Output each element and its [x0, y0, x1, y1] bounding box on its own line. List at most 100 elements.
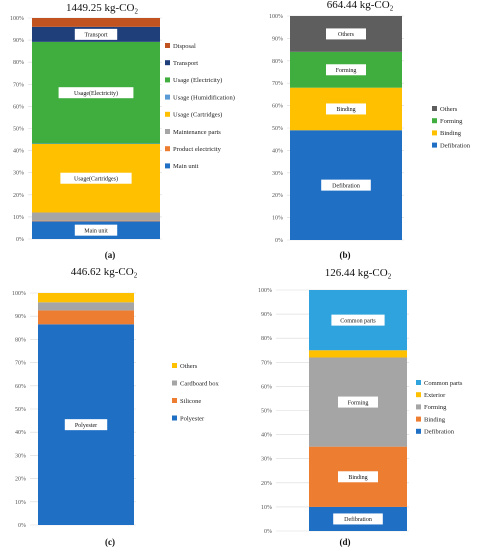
- data-label: Binding: [348, 475, 367, 481]
- y-tick-label: 40%: [13, 149, 24, 155]
- legend-swatch: [165, 111, 170, 117]
- data-label-box: [326, 103, 366, 115]
- y-tick-label: 20%: [272, 193, 283, 199]
- y-tick-label: 40%: [15, 430, 26, 436]
- legend-label: Usage (Electricity): [173, 77, 222, 84]
- y-tick-label: 40%: [261, 433, 272, 439]
- bar-segment-exterior: [309, 350, 407, 358]
- data-label-box: [338, 396, 378, 408]
- y-tick-label: 90%: [15, 314, 26, 320]
- legend-swatch: [432, 118, 437, 124]
- legend-swatch: [416, 404, 421, 410]
- legend-swatch: [432, 106, 437, 111]
- data-label: Main unit: [84, 228, 108, 234]
- legend-swatch: [172, 415, 177, 421]
- y-tick-label: 30%: [261, 457, 272, 463]
- chart-title: 446.62 kg-CO2: [71, 266, 138, 280]
- y-tick-label: 60%: [261, 384, 272, 390]
- legend-label: Exterior: [424, 392, 446, 399]
- chart-title: 664.44 kg-CO2: [327, 0, 394, 13]
- data-label: Polyester: [75, 423, 97, 429]
- bar-segment-others: [38, 293, 134, 303]
- y-tick-label: 100%: [12, 291, 26, 297]
- y-tick-label: 100%: [258, 288, 272, 294]
- bar-segment-silicone: [38, 310, 134, 325]
- legend-label: Usage (Humidification): [173, 94, 235, 101]
- y-tick-label: 0%: [18, 523, 26, 529]
- y-tick-label: 90%: [13, 38, 24, 44]
- data-label: Common parts: [340, 318, 376, 324]
- legend-label: Polyester: [180, 415, 205, 422]
- y-tick-label: 100%: [269, 14, 283, 20]
- data-label: Others: [338, 32, 355, 38]
- panel-tag: (d): [340, 537, 351, 547]
- legend-label: Common parts: [424, 380, 463, 387]
- legend-swatch: [432, 130, 437, 136]
- chart-panel-4: 0% 10% 20% 30% 40% 50% 60% 70% 80% 90% 100% Defibra…: [258, 288, 463, 547]
- y-tick-label: 10%: [13, 215, 24, 221]
- legend-label: Maintenance parts: [173, 129, 221, 136]
- y-tick-label: 30%: [272, 171, 283, 177]
- legend-swatch: [416, 428, 421, 434]
- legend-swatch: [165, 146, 170, 152]
- y-tick-label: 50%: [261, 409, 272, 415]
- data-label-box: [60, 172, 132, 184]
- legend-label: Product electricity: [173, 146, 222, 153]
- y-tick-label: 70%: [13, 82, 24, 88]
- bar-segment-disposal: [32, 18, 160, 27]
- data-label-box: [74, 224, 118, 236]
- chart-title: 1449.25 kg-CO2: [66, 2, 138, 16]
- legend-label: Others: [180, 363, 198, 370]
- data-label: Defibration: [332, 182, 360, 189]
- legend-swatch: [165, 163, 170, 169]
- y-tick-label: 80%: [13, 60, 24, 66]
- y-tick-label: 90%: [272, 36, 283, 42]
- y-tick-label: 60%: [13, 104, 24, 110]
- y-tick-label: 0%: [264, 529, 272, 535]
- legend-label: Defibration: [424, 429, 455, 436]
- y-tick-label: 20%: [15, 477, 26, 483]
- y-tick-label: 10%: [261, 505, 272, 511]
- y-tick-label: 80%: [15, 337, 26, 343]
- chart-panel-3: 0% 10% 20% 30% 40% 50% 60% 70% 80% 90% 100% Polyest…: [12, 291, 220, 547]
- legend-swatch: [416, 392, 421, 398]
- bar-segment-maintenance-parts: [32, 212, 160, 221]
- y-tick-label: 30%: [13, 171, 24, 177]
- y-tick-label: 10%: [272, 216, 283, 222]
- y-tick-label: 60%: [15, 384, 26, 390]
- legend-swatch: [416, 416, 421, 422]
- legend-swatch: [165, 60, 170, 66]
- chart-panel-2: 0% 10% 20% 30% 40% 50% 60% 70% 80% 90% 100% Defibra…: [269, 14, 471, 260]
- legend-swatch: [172, 363, 177, 368]
- data-label: Forming: [348, 400, 369, 406]
- legend-label: Usage (Cartridges): [173, 112, 222, 119]
- y-tick-label: 0%: [16, 237, 24, 243]
- y-tick-label: 50%: [13, 127, 24, 133]
- legend-label: Forming: [440, 118, 463, 125]
- chart-panel-1: 0% 10% 20% 30% 40% 50% 60% 70% 80% 90% 100% Main un…: [10, 16, 235, 260]
- legend-label: Disposal: [173, 43, 196, 50]
- y-tick-label: 20%: [261, 481, 272, 487]
- data-label: Forming: [336, 68, 357, 74]
- data-label-box: [64, 419, 108, 431]
- y-tick-label: 50%: [272, 126, 283, 132]
- panel-tag: (b): [340, 250, 351, 260]
- data-label-box: [333, 513, 383, 525]
- data-label: Usage(Cartridges): [74, 175, 118, 182]
- data-label-box: [326, 28, 366, 40]
- legend-label: Others: [440, 106, 458, 113]
- data-label: Transport: [84, 33, 107, 39]
- y-tick-label: 30%: [15, 453, 26, 459]
- legend-label: Main unit: [173, 163, 199, 170]
- legend-label: Transport: [173, 60, 198, 67]
- legend-label: Silicone: [180, 398, 201, 405]
- y-tick-label: 40%: [272, 148, 283, 154]
- y-tick-label: 100%: [10, 16, 24, 22]
- y-tick-label: 60%: [272, 104, 283, 110]
- y-tick-label: 70%: [261, 360, 272, 366]
- legend-swatch: [165, 43, 170, 48]
- data-label-box: [58, 87, 134, 99]
- legend-swatch: [165, 77, 170, 83]
- legend-label: Binding: [424, 416, 446, 423]
- legend-label: Cardboard box: [180, 380, 220, 387]
